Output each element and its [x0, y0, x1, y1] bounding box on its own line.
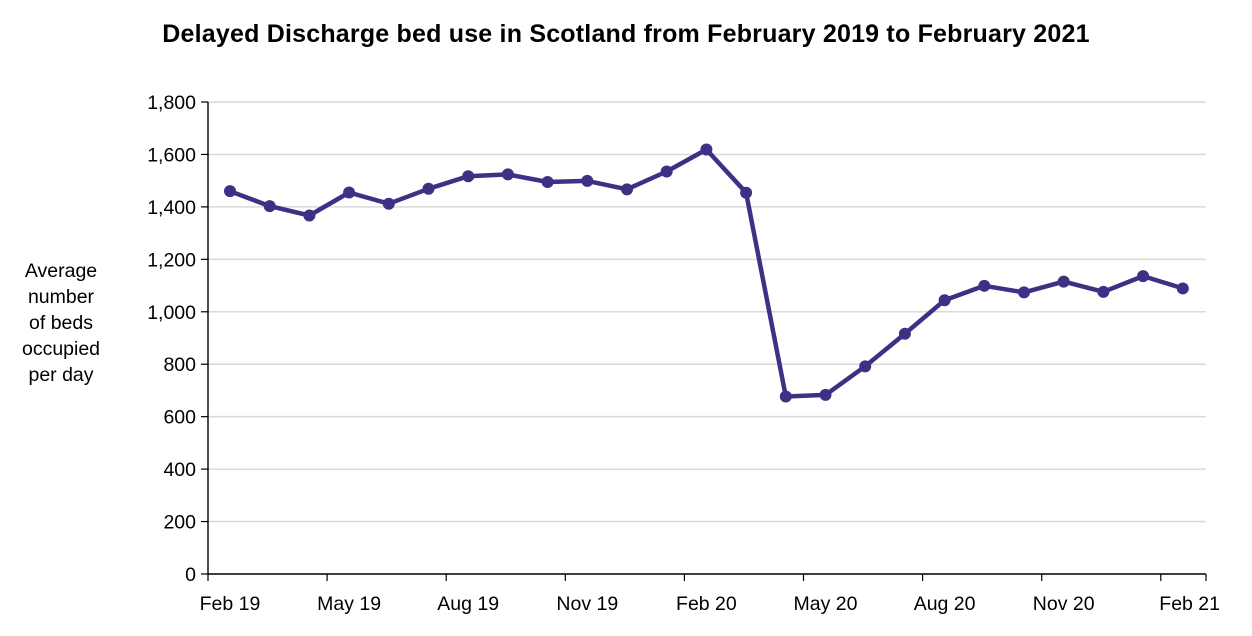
data-point: [700, 143, 713, 156]
data-point: [1176, 282, 1189, 295]
y-tick-label: 200: [163, 512, 196, 534]
data-point: [660, 165, 673, 178]
y-axis-label-line: of beds: [29, 312, 93, 334]
y-axis-label-line: per day: [28, 364, 94, 386]
y-axis-label: Average number of beds occupied per day: [6, 258, 116, 388]
data-point: [224, 185, 236, 198]
data-series: [224, 143, 1189, 403]
data-point: [740, 186, 753, 199]
data-point: [621, 183, 633, 196]
y-tick-label: 400: [163, 459, 196, 481]
data-point: [501, 168, 514, 181]
data-point: [541, 175, 554, 188]
y-tick-label: 0: [185, 564, 196, 586]
data-point: [263, 200, 276, 213]
x-tick-label: Nov 20: [1033, 593, 1095, 615]
axes: [207, 102, 1206, 575]
x-tick-label: Feb 19: [200, 593, 261, 615]
data-point: [819, 388, 832, 401]
y-tick-label: 1,600: [147, 144, 196, 166]
x-tick-label: Nov 19: [556, 593, 618, 615]
y-tick-label: 800: [163, 354, 196, 376]
data-point: [938, 294, 951, 307]
data-point: [343, 186, 356, 199]
gridlines: [208, 101, 1206, 523]
x-tick-label: Feb 21: [1159, 593, 1220, 615]
x-tick-label: Feb 20: [676, 593, 737, 615]
y-tick-label: 1,800: [147, 92, 196, 114]
y-axis-ticks: 0 200 400 600 800 1,000 1,200 1,400 1,600 1,800: [147, 92, 208, 586]
data-point: [1057, 275, 1070, 288]
data-point: [581, 174, 594, 187]
data-point: [779, 390, 792, 403]
data-point: [382, 197, 395, 210]
data-point: [1097, 285, 1110, 298]
series-line: [227, 147, 1186, 399]
data-point: [978, 279, 991, 292]
data-point: [859, 360, 872, 373]
x-tick-label: Aug 19: [437, 593, 499, 615]
y-tick-label: 1,000: [147, 302, 196, 324]
chart-title: Delayed Discharge bed use in Scotland fr…: [162, 20, 1090, 48]
x-tick-label: May 20: [794, 593, 858, 615]
x-tick-label: May 19: [317, 593, 381, 615]
y-axis-label-line: Average: [24, 260, 98, 282]
y-tick-label: 1,400: [147, 197, 196, 219]
x-axis-ticks: Feb 19 May 19 Aug 19 Nov 19 Feb 20 May 20 Aug …: [200, 574, 1220, 615]
data-point: [1018, 286, 1030, 299]
data-point: [462, 170, 475, 183]
data-point: [1137, 270, 1150, 283]
data-point: [303, 209, 316, 222]
y-axis-label-line: occupied: [21, 338, 101, 360]
data-point: [422, 182, 435, 195]
y-axis-label-line: number: [27, 286, 95, 308]
x-tick-label: Aug 20: [914, 593, 976, 615]
y-tick-label: 600: [163, 407, 196, 429]
data-point: [898, 327, 911, 340]
y-tick-label: 1,200: [147, 249, 196, 271]
